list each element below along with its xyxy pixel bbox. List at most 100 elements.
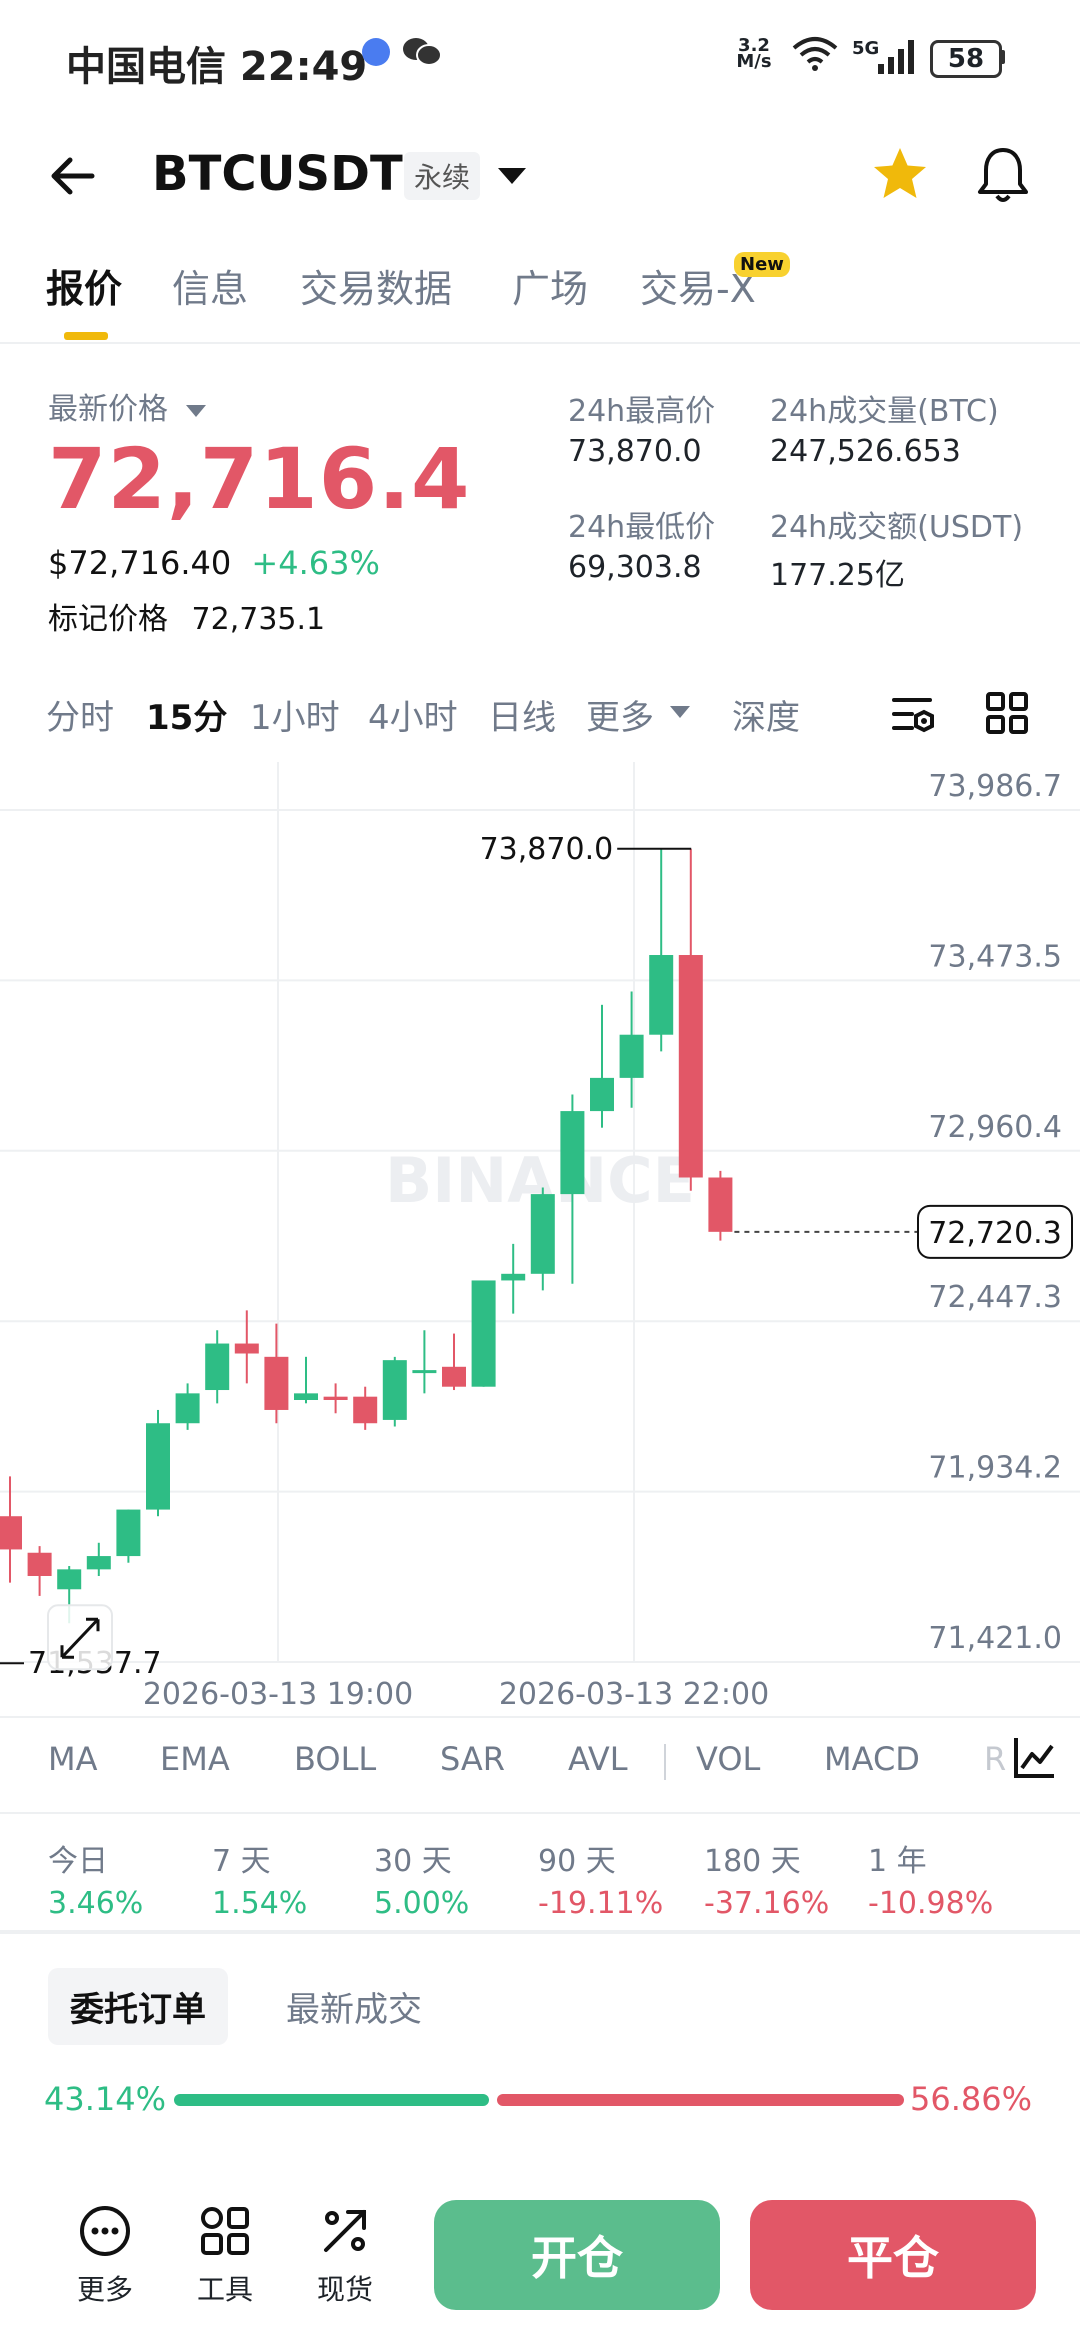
indicator-r[interactable]: R [984,1740,1007,1778]
indicator-ema[interactable]: EMA [160,1740,230,1778]
usd-price: $72,716.40 [48,544,232,582]
chevron-down-icon [185,404,206,417]
y-axis-label: 73,986.7 [928,769,1062,804]
candle-body [175,1393,200,1424]
indicator-ma[interactable]: MA [48,1740,98,1778]
sell-ratio-bar [497,2094,904,2106]
indicator-avl[interactable]: AVL [568,1740,628,1778]
chart-settings-icon[interactable] [890,692,940,742]
vol-usdt-value: 177.25亿 [770,558,905,593]
candle-body [57,1569,82,1590]
tools-grid-icon [201,2207,249,2255]
candle-body [0,1516,22,1550]
interval-bar: 分时 15分 1小时 4小时 日线 更多 深度 [0,690,1080,750]
perf-90d: 90 天 -19.11% [538,1844,664,1921]
chevron-down-icon[interactable] [498,168,526,184]
candle-body [471,1280,496,1387]
candle-body [501,1273,526,1281]
divider [0,1716,1080,1718]
tab-recent-trades[interactable]: 最新成交 [286,1990,422,2030]
candle-body [590,1077,614,1112]
indicator-boll[interactable]: BOLL [294,1740,377,1778]
tab-square[interactable]: 广场 [512,267,589,311]
low-label: 24h最低价 [568,510,716,545]
indicator-vol[interactable]: VOL [696,1740,761,1778]
more-button[interactable]: 更多 [60,2204,150,2308]
signal-bars-icon [878,40,918,78]
interval-timeline[interactable]: 分时 [46,698,114,738]
candle-body [619,1034,644,1078]
interval-1h[interactable]: 1小时 [250,698,340,738]
battery-indicator: 58 [930,40,1002,78]
bell-icon[interactable] [972,142,1034,206]
candle-body [86,1556,111,1570]
candle-body [708,1177,733,1232]
sell-ratio: 56.86% [909,2080,1032,2118]
more-dots-icon [80,2206,130,2256]
tab-quote[interactable]: 报价 [46,267,123,311]
low-value: 69,303.8 [568,550,702,585]
status-bar: 中国电信 22:49 3.2 M/s 5G 58 [0,0,1080,120]
vol-btc-value: 247,526.653 [770,434,961,469]
interval-1d[interactable]: 日线 [488,698,556,738]
perf-7d: 7 天 1.54% [212,1844,308,1921]
grid-layout-icon[interactable] [984,690,1030,740]
wifi-icon [790,36,840,76]
candle-body [382,1360,407,1420]
close-position-button[interactable]: 平仓 [750,2200,1036,2310]
candle-body [27,1552,52,1576]
tab-trading-data[interactable]: 交易数据 [300,267,453,311]
candle-body [442,1366,466,1387]
candle-body [649,955,674,1035]
indicator-settings-icon[interactable] [1010,1734,1058,1786]
interval-15m[interactable]: 15分 [146,698,228,738]
divider [0,342,1080,344]
app-notification-icon [362,38,390,66]
active-tab-indicator [64,332,108,340]
tools-button[interactable]: 工具 [180,2204,270,2308]
current-price-label: 72,720.3 [928,1216,1062,1251]
vol-btc-label: 24h成交量(BTC) [770,394,999,429]
change-percent: +4.63% [251,544,380,582]
candle-body [205,1343,230,1391]
star-icon[interactable] [870,144,930,204]
interval-depth[interactable]: 深度 [732,698,800,738]
spot-button[interactable]: 现货 [300,2204,390,2308]
tab-info[interactable]: 信息 [172,267,249,311]
candlestick-chart[interactable]: 73,986.7 73,473.5 72,960.4 72,447.3 71,934.2… [0,762,1080,1712]
tab-order-book[interactable]: 委托订单 [48,1968,228,2045]
candle-body [264,1356,289,1410]
candle-body [116,1509,141,1557]
candle-body [234,1343,259,1354]
signal-5g: 5G [852,38,880,59]
interval-4h[interactable]: 4小时 [368,698,458,738]
open-position-button[interactable]: 开仓 [434,2200,720,2310]
candle-body [146,1423,170,1510]
current-price-tag [917,1204,1073,1259]
carrier-time: 中国电信 22:49 [66,44,368,90]
wechat-icon [402,36,442,68]
last-price-label[interactable]: 最新价格 [48,384,206,428]
mark-price-row: 标记价格 72,735.1 [48,594,325,638]
candle-body [353,1396,378,1424]
back-arrow-icon[interactable] [44,148,104,204]
pair-title[interactable]: BTCUSDT [152,146,403,202]
usd-price-row: $72,716.40 +4.63% [48,544,380,582]
mark-price: 72,735.1 [191,602,326,637]
y-axis-label: 71,421.0 [928,1621,1062,1656]
price-chart[interactable]: 73,986.7 73,473.5 72,960.4 72,447.3 71,934.2… [0,762,1080,1712]
interval-more[interactable]: 更多 [586,698,654,738]
y-axis-label: 73,473.5 [928,939,1062,974]
candle-body [294,1393,318,1400]
indicator-macd[interactable]: MACD [824,1740,920,1778]
high-value: 73,870.0 [568,434,702,469]
perf-1y: 1 年 -10.98% [868,1844,994,1921]
perf-30d: 30 天 5.00% [374,1844,470,1921]
indicator-bar: MA EMA BOLL SAR AVL VOL MACD R [0,1734,1080,1800]
y-axis-label: 71,934.2 [928,1451,1062,1486]
candle-body [560,1111,585,1195]
mark-price-label: 标记价格 [48,602,168,637]
spot-swap-icon [324,2210,366,2252]
perf-180d: 180 天 -37.16% [704,1844,830,1921]
indicator-sar[interactable]: SAR [440,1740,506,1778]
